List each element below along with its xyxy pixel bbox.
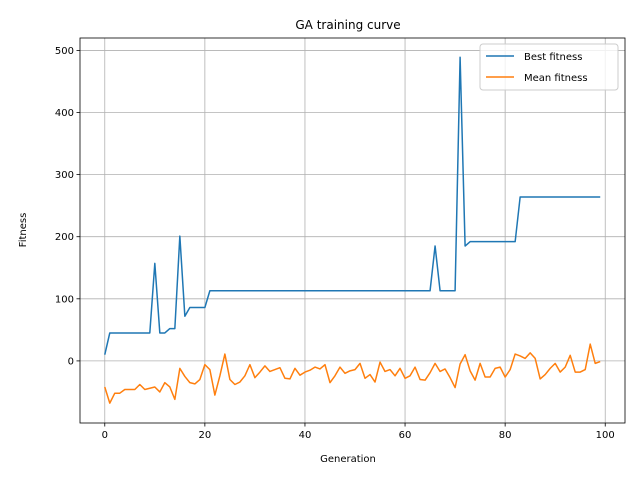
x-tick-label: 60	[399, 430, 412, 441]
y-axis: 0 100 200 300 400 500	[55, 46, 80, 367]
legend: Best fitness Mean fitness	[479, 43, 619, 91]
y-axis-label: Fitness	[18, 213, 29, 248]
legend-box	[479, 43, 619, 91]
legend-label-mean: Mean fitness	[524, 73, 588, 84]
x-tick-label: 100	[596, 430, 615, 441]
legend-label-best: Best fitness	[524, 52, 582, 63]
series-layer	[104, 56, 601, 404]
y-tick-label: 400	[55, 108, 74, 119]
chart-title: GA training curve	[295, 18, 400, 32]
y-tick-label: 300	[55, 170, 74, 181]
grid	[80, 38, 625, 423]
plot-frame	[79, 37, 626, 424]
x-tick-label: 40	[299, 430, 312, 441]
x-tick-label: 20	[198, 430, 211, 441]
y-tick-label: 100	[55, 294, 74, 305]
x-axis-label: Generation	[320, 454, 376, 465]
series-line-mean-fitness	[104, 343, 601, 404]
series-line-best-fitness	[104, 56, 601, 355]
x-axis: 0 20 40 60 80 100	[102, 423, 615, 441]
y-tick-label: 0	[68, 356, 74, 367]
y-tick-label: 200	[55, 232, 74, 243]
x-tick-label: 0	[102, 430, 108, 441]
y-tick-label: 500	[55, 46, 74, 57]
x-tick-label: 80	[499, 430, 512, 441]
